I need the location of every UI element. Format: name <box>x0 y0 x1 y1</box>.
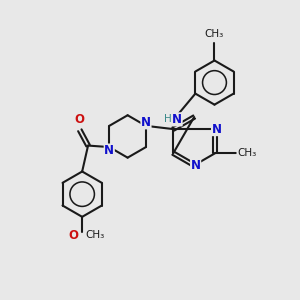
Text: CH₃: CH₃ <box>237 148 256 158</box>
Text: H: H <box>164 114 172 124</box>
Text: N: N <box>172 113 182 126</box>
Text: N: N <box>104 144 114 157</box>
Text: N: N <box>141 116 151 129</box>
Text: CH₃: CH₃ <box>205 29 224 39</box>
Text: N: N <box>190 159 201 172</box>
Text: N: N <box>212 123 221 136</box>
Text: CH₃: CH₃ <box>86 230 105 240</box>
Text: O: O <box>74 113 84 126</box>
Text: O: O <box>68 229 78 242</box>
